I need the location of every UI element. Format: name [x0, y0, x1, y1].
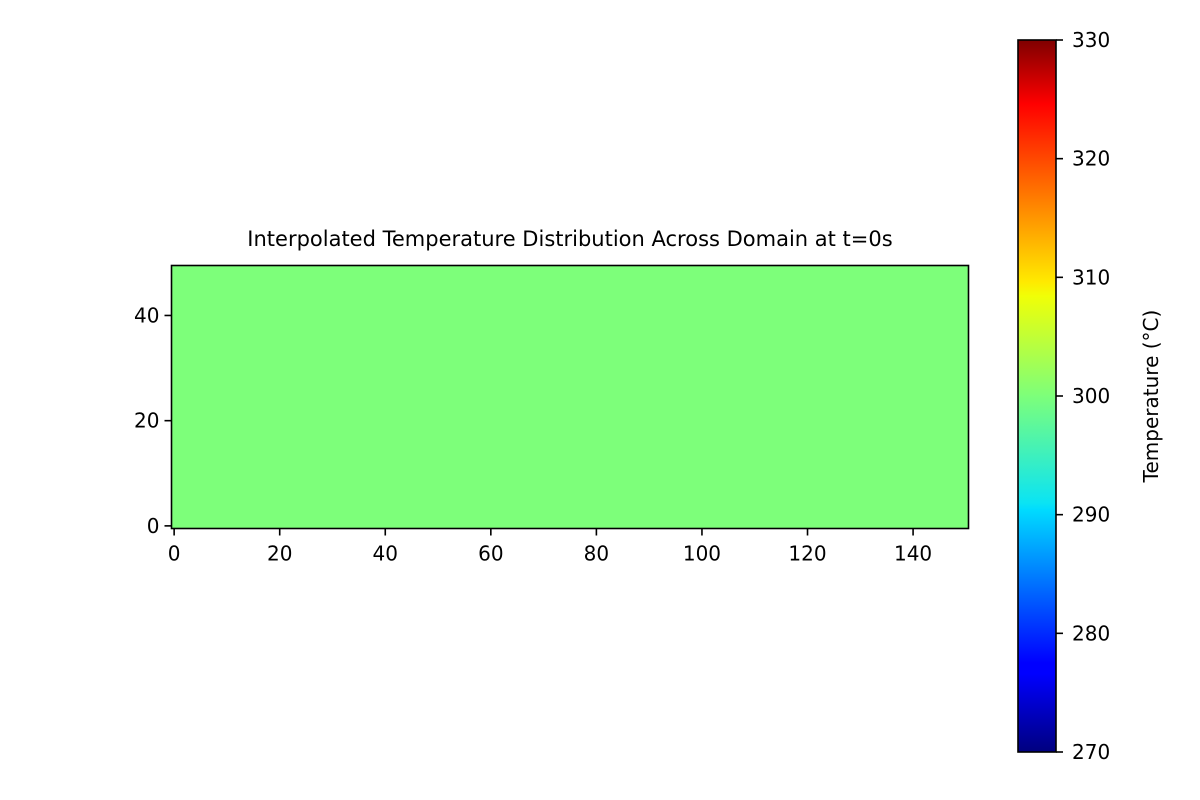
- colorbar-tick-label: 300: [1072, 384, 1110, 408]
- y-tick-label: 0: [147, 514, 160, 538]
- x-tick-label: 20: [267, 542, 292, 566]
- colorbar-tick-label: 270: [1072, 740, 1110, 764]
- x-tick-label: 60: [478, 542, 503, 566]
- heatmap-field: [171, 265, 969, 529]
- colorbar: [1017, 39, 1057, 753]
- x-tick-label: 100: [683, 542, 721, 566]
- x-tick-label: 40: [373, 542, 398, 566]
- y-tick-label: 40: [134, 303, 159, 327]
- colorbar-tick-label: 320: [1072, 147, 1110, 171]
- colorbar-ticks: 270 280 290 300 310 320 330: [1056, 28, 1110, 764]
- chart-title: Interpolated Temperature Distribution Ac…: [247, 227, 892, 251]
- x-tick-label: 0: [168, 542, 181, 566]
- colorbar-tick-label: 280: [1072, 621, 1110, 645]
- x-tick-label: 140: [894, 542, 932, 566]
- x-axis-ticks: 0 20 40 60 80 100 120 140: [168, 528, 932, 566]
- y-axis-ticks: 0 20 40: [134, 303, 172, 538]
- x-tick-label: 80: [584, 542, 609, 566]
- y-tick-label: 20: [134, 409, 159, 433]
- x-tick-label: 120: [788, 542, 826, 566]
- colorbar-tick-label: 310: [1072, 265, 1110, 289]
- plot-frame: [170, 264, 970, 530]
- colorbar-tick-label: 330: [1072, 28, 1110, 52]
- colorbar-tick-label: 290: [1072, 503, 1110, 527]
- colorbar-label: Temperature (°C): [1139, 310, 1163, 484]
